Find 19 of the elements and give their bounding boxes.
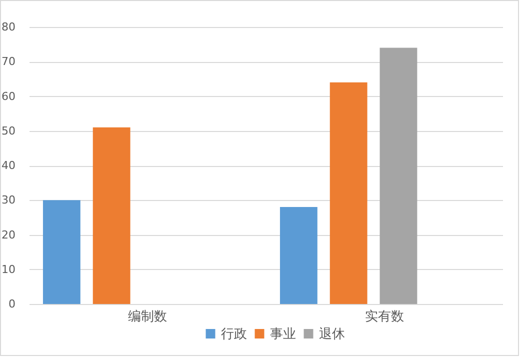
bar xyxy=(330,82,368,304)
y-tick-label: 60 xyxy=(2,90,16,103)
y-tick-label: 30 xyxy=(2,194,16,207)
x-tick-label: 实有数 xyxy=(365,310,404,324)
legend-label: 行政 xyxy=(221,326,247,342)
bar xyxy=(42,200,80,304)
y-tick-label: 50 xyxy=(2,124,16,138)
y-tick-label: 70 xyxy=(2,55,16,68)
y-tick-label: 0 xyxy=(8,298,16,310)
y-tick-label: 20 xyxy=(2,228,16,242)
bar xyxy=(380,48,418,304)
legend-label: 事业 xyxy=(270,326,296,342)
y-tick-label: 80 xyxy=(2,20,16,34)
bar xyxy=(280,207,318,304)
y-tick-label: 40 xyxy=(2,159,16,172)
y-tick-label: 10 xyxy=(2,262,16,276)
legend-label: 退休 xyxy=(319,326,345,342)
bar xyxy=(92,127,130,304)
x-tick-label: 编制数 xyxy=(128,310,167,324)
